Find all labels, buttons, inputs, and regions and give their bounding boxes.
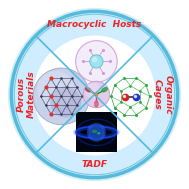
Circle shape [89, 125, 104, 139]
FancyBboxPatch shape [76, 112, 117, 152]
Ellipse shape [97, 132, 100, 134]
Wedge shape [38, 138, 151, 174]
Ellipse shape [85, 88, 91, 92]
Circle shape [83, 81, 110, 108]
Ellipse shape [101, 88, 108, 92]
Wedge shape [38, 15, 151, 53]
Text: Macrocyclic  Hosts: Macrocyclic Hosts [47, 20, 142, 29]
Text: Organic
Cages: Organic Cages [153, 75, 172, 114]
Ellipse shape [94, 101, 98, 107]
Circle shape [107, 73, 154, 120]
Circle shape [92, 57, 97, 62]
Circle shape [33, 68, 90, 125]
Ellipse shape [92, 130, 97, 133]
Wedge shape [138, 38, 174, 151]
Text: TADF: TADF [81, 160, 108, 169]
Circle shape [76, 41, 117, 82]
Circle shape [85, 83, 101, 99]
Circle shape [50, 87, 81, 118]
Circle shape [37, 71, 74, 108]
Circle shape [11, 11, 178, 178]
Circle shape [95, 93, 98, 96]
Wedge shape [15, 38, 51, 151]
Text: Porous
Materials: Porous Materials [17, 71, 36, 118]
Circle shape [90, 55, 103, 68]
